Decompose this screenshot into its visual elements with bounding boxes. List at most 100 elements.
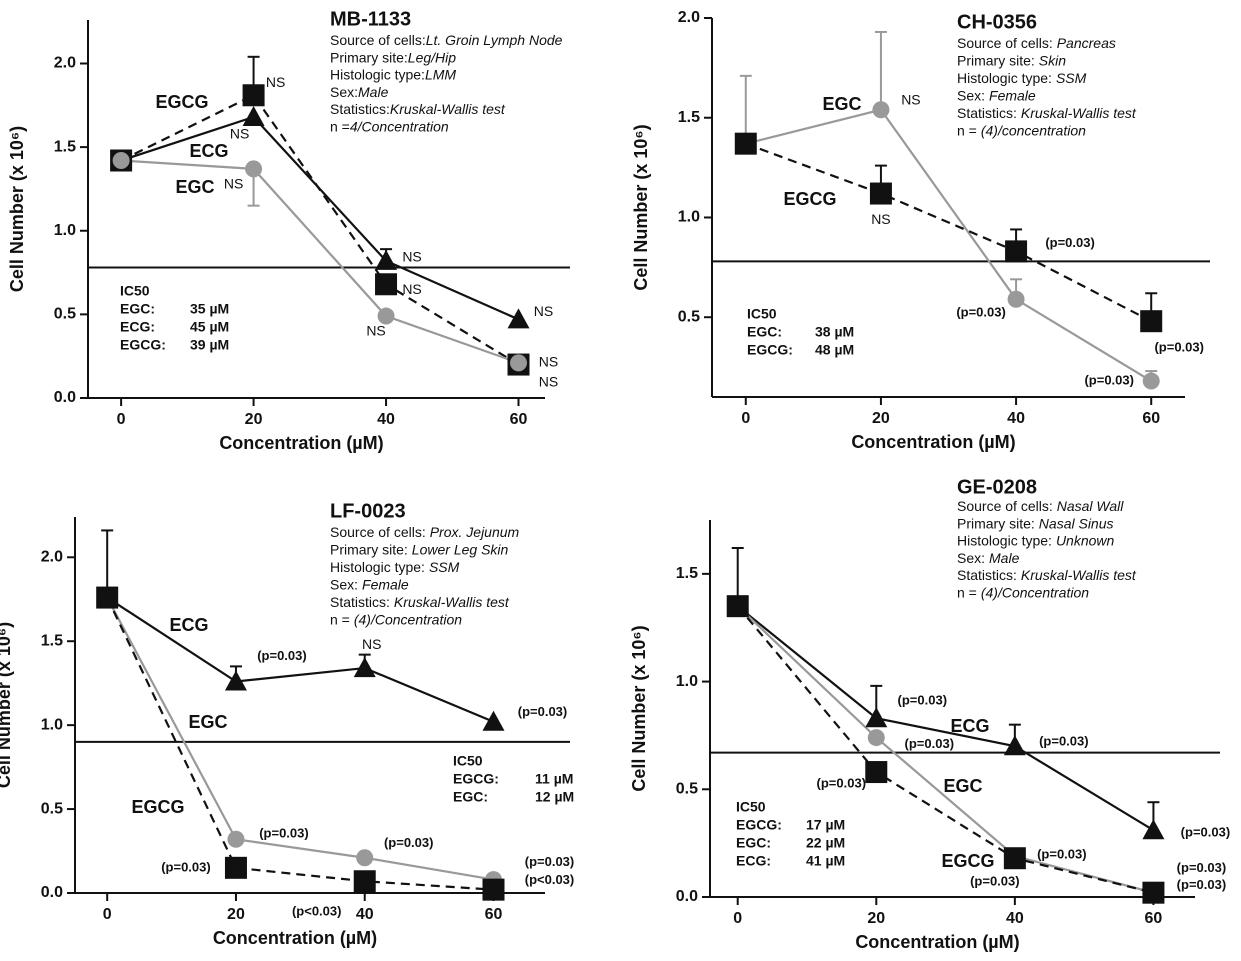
info-value: Kruskal-Wallis test [394, 594, 510, 610]
info-label: Sex: [957, 87, 985, 103]
info-line: Primary site: Nasal Sinus [957, 515, 1114, 531]
circle-marker [377, 307, 395, 325]
ic50-name: EGCG: [453, 771, 499, 787]
triangle-marker [224, 670, 247, 691]
triangle-marker [1003, 735, 1026, 756]
x-tick-label: 20 [245, 411, 263, 428]
circle-marker [510, 354, 528, 372]
square-marker [869, 182, 892, 205]
ic50-name: EGC: [747, 324, 782, 340]
info-label: Histologic type: [957, 70, 1052, 86]
circle-marker [227, 830, 245, 848]
point-label: (p=0.03) [259, 826, 309, 841]
point-label: (p=0.03) [1037, 847, 1087, 862]
y-axis-title: Cell Number (x 10⁶) [0, 622, 14, 788]
y-tick-label: 0.0 [54, 389, 76, 406]
point-label: NS [539, 354, 558, 370]
square-marker [242, 84, 265, 107]
panel-title: MB-1133 [330, 8, 411, 30]
info-value: LMM [425, 66, 456, 82]
info-line: Statistics:Kruskal-Wallis test [957, 567, 1137, 583]
series-label: EGC [188, 712, 227, 732]
error-bar [874, 30, 887, 110]
point-label: (p=0.03) [257, 648, 307, 663]
y-tick-label: 1.5 [676, 565, 698, 582]
info-line: n = (4)/Concentration [957, 584, 1089, 600]
series-line [120, 115, 519, 321]
point-label: (p=0.03) [905, 736, 955, 751]
info-value: Prox. Jejunum [430, 524, 520, 540]
circle-marker [867, 729, 885, 747]
info-label: Primary site: [330, 49, 408, 65]
point-label: (p=0.03) [898, 693, 948, 708]
info-line: Statistics:Kruskal-Wallis test [330, 101, 506, 117]
y-tick-label: 0.5 [54, 306, 76, 323]
ic50-name: EGCG: [736, 817, 782, 833]
info-line: Primary site:Leg/Hip [330, 49, 456, 65]
circle-marker [245, 160, 263, 178]
series-label: EGCG [131, 797, 184, 817]
panel: 0.0 0.5 1.0 1.5 0 20 40 60 Concentration (µM) Cel… [629, 476, 1230, 951]
point-label: NS [402, 281, 421, 297]
info-value: Lower Leg Skin [412, 541, 509, 557]
info-value: (4)/concentration [981, 122, 1086, 138]
info-label: Histologic type: [330, 559, 425, 575]
panel-title: CH-0356 [957, 11, 1037, 33]
y-axis-title: Cell Number (x 10⁶) [629, 625, 649, 791]
info-value: Kruskal-Wallis test [1021, 567, 1137, 583]
triangle-marker [375, 249, 398, 270]
ic50-value: 22 µM [806, 835, 845, 851]
ic50-value: 17 µM [806, 817, 845, 833]
info-label: Source of cells: [330, 524, 426, 540]
error-bar [101, 529, 114, 598]
info-value: Skin [1039, 52, 1066, 68]
ic50-name: EGC: [120, 301, 155, 317]
y-tick-label: 1.5 [41, 632, 63, 649]
point-label: NS [230, 126, 249, 142]
info-line: Primary site: Lower Leg Skin [330, 541, 509, 557]
info-value: Nasal Sinus [1039, 515, 1114, 531]
triangle-marker [865, 707, 888, 728]
info-label: n = [330, 118, 350, 134]
info-label: Statistics: [957, 567, 1017, 583]
info-label: Histologic type: [330, 66, 425, 82]
ic50-value: 11 µM [535, 771, 573, 787]
info-line: Statistics:Kruskal-Wallis test [957, 105, 1137, 121]
info-line: Histologic type: Unknown [957, 532, 1115, 548]
triangle-marker [1142, 819, 1165, 840]
point-label: (p<0.03) [525, 872, 575, 887]
series-label: EGCG [941, 851, 994, 871]
point-label: NS [901, 91, 920, 107]
info-value: SSM [1056, 70, 1087, 86]
info-label: n = [957, 584, 977, 600]
circle-marker [1142, 372, 1160, 390]
point-label: (p=0.03) [161, 859, 211, 874]
info-label: Source of cells: [957, 35, 1053, 51]
point-label: (p=0.03) [1084, 372, 1134, 387]
panel: 0.5 1.0 1.5 2.0 0 20 40 60 Concentration (µM) Cel… [631, 9, 1210, 452]
ic50-value: 48 µM [815, 342, 854, 358]
panel-title: LF-0023 [330, 500, 406, 522]
panel: 0.0 0.5 1.0 1.5 2.0 0 20 40 60 Concentration (µM)… [7, 8, 570, 453]
square-marker [1003, 847, 1026, 870]
point-label: (p=0.03) [1177, 860, 1227, 875]
x-axis-title: Concentration (µM) [855, 932, 1019, 952]
error-bar [739, 74, 752, 144]
info-label: Primary site: [957, 515, 1035, 531]
info-line: Sex:Male [957, 550, 1020, 566]
y-tick-label: 1.5 [54, 138, 76, 155]
square-marker [1005, 240, 1028, 263]
x-tick-label: 60 [1145, 910, 1163, 927]
point-label: NS [362, 636, 381, 652]
series-label: EGC [175, 177, 214, 197]
info-line: Statistics:Kruskal-Wallis test [330, 594, 510, 610]
series-label: EGC [943, 776, 982, 796]
info-line: n = (4)/Concentration [330, 611, 462, 627]
ic50-value: 12 µM [535, 789, 574, 805]
info-value: Male [989, 550, 1020, 566]
x-axis-title: Concentration (µM) [213, 928, 377, 948]
ic50-name: EGC: [736, 835, 771, 851]
series-label: EGCG [155, 92, 208, 112]
series-label: EGC [822, 94, 861, 114]
